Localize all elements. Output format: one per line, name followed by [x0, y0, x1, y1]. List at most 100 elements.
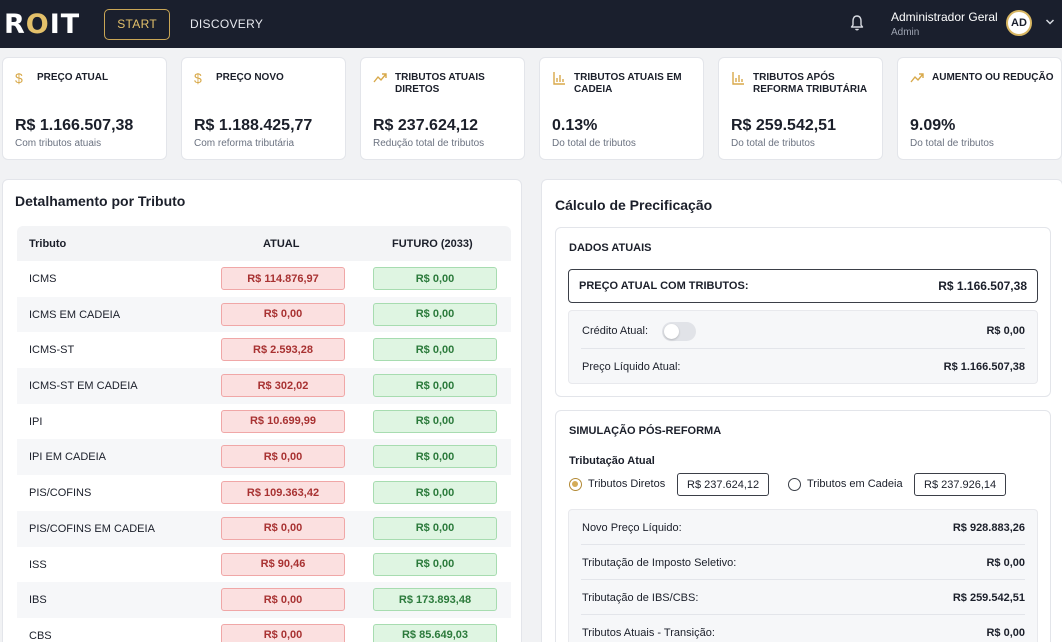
current-credit-box: Crédito Atual: R$ 0,00 Preço Líquido Atu… [568, 310, 1038, 384]
dollar-icon: $ [15, 70, 23, 86]
tax-detail-table: Tributo ATUAL FUTURO (2033) ICMS R$ 114.… [17, 226, 511, 642]
current-value: R$ 114.876,97 [221, 267, 345, 290]
result-label: Novo Preço Líquido: [582, 522, 682, 534]
detail-panel: Detalhamento por Tributo Tributo ATUAL F… [2, 179, 522, 642]
direct-taxes-value: R$ 237.624,12 [677, 473, 770, 496]
kpi-value: 9.09% [910, 117, 956, 134]
kpi-value: R$ 1.166.507,38 [15, 117, 134, 134]
table-row: PIS/COFINS R$ 109.363,42 R$ 0,00 [17, 475, 511, 511]
tax-regime-label: Tributação Atual [569, 455, 655, 467]
result-value: R$ 259.542,51 [952, 592, 1025, 604]
kpi-title: AUMENTO OU REDUÇÃO [932, 72, 1054, 83]
detail-title: Detalhamento por Tributo [15, 193, 186, 209]
current-value: R$ 2.593,28 [221, 338, 345, 362]
tax-name: ICMS-ST [29, 344, 75, 357]
current-value: R$ 90,46 [221, 552, 345, 576]
table-row: ICMS-ST R$ 2.593,28 R$ 0,00 [17, 332, 511, 368]
credit-value: R$ 0,00 [986, 325, 1025, 337]
roit-logo[interactable]: ROIT [4, 8, 81, 40]
future-value: R$ 0,00 [373, 338, 497, 362]
radio-tributos-em-cadeia[interactable] [788, 478, 801, 491]
table-row: IPI R$ 10.699,99 R$ 0,00 [17, 404, 511, 440]
result-label: Tributos Atuais - Transição: [582, 627, 715, 639]
future-value: R$ 0,00 [373, 409, 497, 433]
table-row: ICMS EM CADEIA R$ 0,00 R$ 0,00 [17, 296, 511, 333]
divider [581, 544, 1025, 545]
nav-start-button[interactable]: START [104, 8, 170, 40]
current-value: R$ 0,00 [221, 516, 345, 540]
column-header-tributo: Tributo [29, 238, 67, 250]
credit-toggle[interactable] [662, 322, 696, 341]
kpi-card-aumento-reducao: AUMENTO OU REDUÇÃO 9.09% Do total de tri… [897, 57, 1062, 160]
divider [581, 614, 1025, 615]
radio-tributos-diretos[interactable] [569, 478, 582, 491]
kpi-subtitle: Redução total de tributos [373, 138, 485, 149]
tax-name: ICMS EM CADEIA [29, 308, 121, 321]
tax-name: CBS [29, 629, 52, 642]
trend-up-icon [910, 73, 924, 83]
divider [581, 579, 1025, 580]
bar-chart-icon [732, 72, 744, 85]
future-value: R$ 0,00 [373, 481, 497, 505]
kpi-value: R$ 259.542,51 [731, 117, 836, 134]
kpi-value: R$ 1.188.425,77 [194, 117, 313, 134]
tax-name: IPI EM CADEIA [29, 451, 107, 464]
pricing-title: Cálculo de Precificação [555, 197, 713, 213]
table-header: Tributo ATUAL FUTURO (2033) [17, 226, 511, 261]
future-value: R$ 0,00 [373, 516, 497, 540]
kpi-card-preco-atual: $ PREÇO ATUAL R$ 1.166.507,38 Com tribut… [2, 57, 167, 160]
credit-label: Crédito Atual: [582, 325, 649, 337]
future-value: R$ 0,00 [373, 267, 497, 290]
current-data-title: DADOS ATUAIS [569, 242, 652, 254]
tax-name: PIS/COFINS EM CADEIA [29, 522, 155, 535]
top-bar: ROIT START DISCOVERY Administrador Geral… [0, 0, 1062, 48]
kpi-subtitle: Com reforma tributária [194, 138, 295, 149]
table-row: IPI EM CADEIA R$ 0,00 R$ 0,00 [17, 439, 511, 476]
current-value: R$ 0,00 [221, 445, 345, 469]
kpi-subtitle: Do total de tributos [731, 138, 815, 149]
table-row: ISS R$ 90,46 R$ 0,00 [17, 547, 511, 583]
kpi-card-preco-novo: $ PREÇO NOVO R$ 1.188.425,77 Com reforma… [181, 57, 346, 160]
kpi-card-tributos-em-cadeia: TRIBUTOS ATUAIS EM CADEIA 0.13% Do total… [539, 57, 704, 160]
table-row: ICMS-ST EM CADEIA R$ 302,02 R$ 0,00 [17, 368, 511, 404]
dollar-icon: $ [194, 70, 202, 86]
table-row: IBS R$ 0,00 R$ 173.893,48 [17, 582, 511, 618]
radio-label[interactable]: Tributos Diretos [588, 478, 666, 490]
result-label: Tributação de Imposto Seletivo: [582, 557, 737, 569]
current-price-highlight: PREÇO ATUAL COM TRIBUTOS: R$ 1.166.507,3… [568, 269, 1038, 303]
bell-icon[interactable] [849, 14, 865, 32]
future-value: R$ 0,00 [373, 552, 497, 576]
future-value: R$ 0,00 [373, 374, 497, 398]
kpi-title: PREÇO ATUAL [37, 72, 109, 83]
user-role: Admin [891, 27, 920, 38]
current-value: R$ 0,00 [221, 588, 345, 612]
kpi-title: TRIBUTOS ATUAIS EM CADEIA [574, 72, 682, 95]
column-header-atual: ATUAL [263, 238, 300, 250]
kpi-title: PREÇO NOVO [216, 72, 284, 83]
kpi-subtitle: Do total de tributos [552, 138, 636, 149]
user-info[interactable]: Administrador Geral Admin [891, 10, 998, 38]
kpi-subtitle: Do total de tributos [910, 138, 994, 149]
current-value: R$ 0,00 [221, 623, 345, 642]
future-value: R$ 0,00 [373, 302, 497, 326]
radio-label[interactable]: Tributos em Cadeia [807, 478, 903, 490]
kpi-title: TRIBUTOS APÓS REFORMA TRIBUTÁRIA [753, 72, 868, 95]
tax-name: ICMS [29, 273, 57, 285]
simulation-section: SIMULAÇÃO PÓS-REFORMA Tributação Atual T… [555, 410, 1051, 642]
current-value: R$ 302,02 [221, 374, 345, 398]
nav-discovery-link[interactable]: DISCOVERY [189, 17, 264, 31]
future-value: R$ 85.649,03 [373, 623, 497, 642]
tax-name: IBS [29, 594, 47, 607]
kpi-title: TRIBUTOS ATUAIS DIRETOS [395, 72, 485, 95]
current-price-label: PREÇO ATUAL COM TRIBUTOS: [579, 280, 749, 292]
result-value: R$ 0,00 [986, 557, 1025, 569]
future-value: R$ 0,00 [373, 445, 497, 469]
chevron-down-icon[interactable] [1045, 17, 1055, 27]
divider [581, 348, 1025, 349]
net-price-value: R$ 1.166.507,38 [943, 361, 1025, 373]
result-value: R$ 0,00 [986, 627, 1025, 639]
avatar[interactable]: AD [1006, 10, 1032, 36]
kpi-value: R$ 237.624,12 [373, 117, 478, 134]
current-data-section: DADOS ATUAIS PREÇO ATUAL COM TRIBUTOS: R… [555, 227, 1051, 397]
bar-chart-icon [553, 72, 565, 85]
